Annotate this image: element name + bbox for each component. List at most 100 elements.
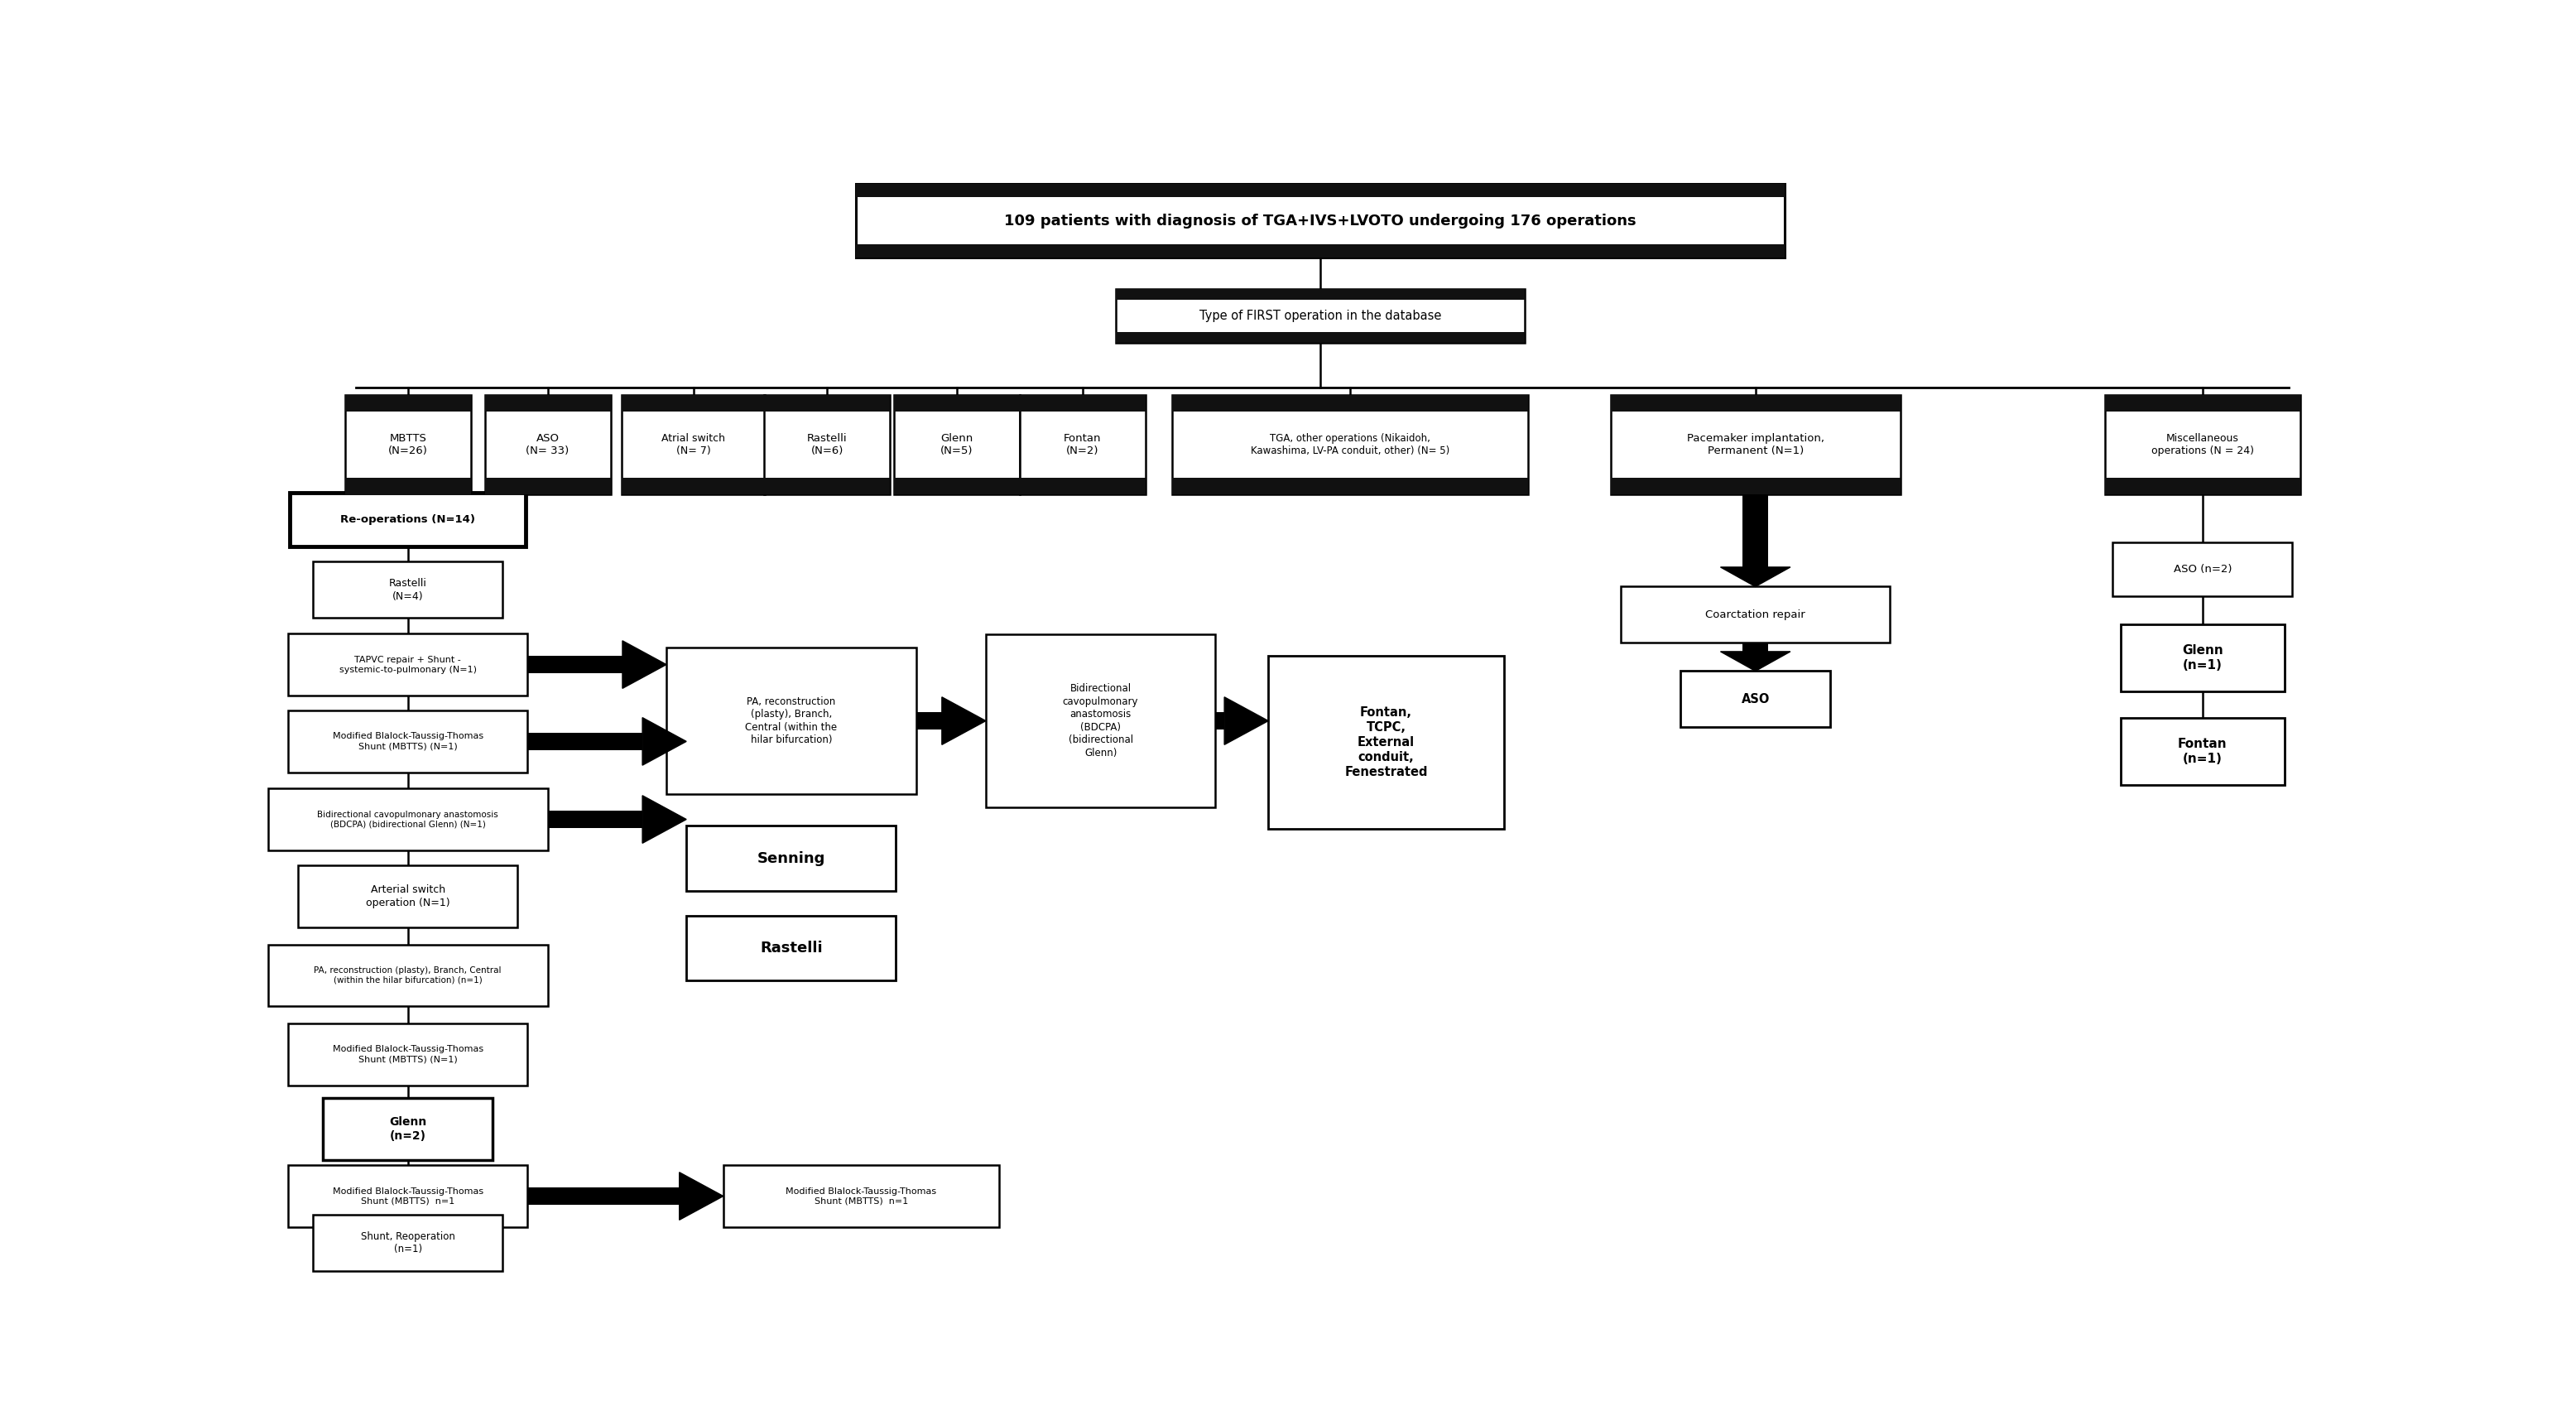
FancyBboxPatch shape [1620, 586, 1891, 643]
FancyBboxPatch shape [894, 395, 1020, 412]
FancyBboxPatch shape [528, 655, 623, 673]
Text: Senning: Senning [757, 851, 824, 866]
FancyBboxPatch shape [1610, 478, 1901, 495]
FancyBboxPatch shape [765, 395, 889, 495]
Text: Bidirectional
cavopulmonary
anastomosis
(BDCPA)
(bidirectional
Glenn): Bidirectional cavopulmonary anastomosis … [1064, 683, 1139, 758]
Text: Glenn
(n=2): Glenn (n=2) [389, 1116, 428, 1142]
FancyBboxPatch shape [621, 395, 765, 412]
Text: Atrial switch
(N= 7): Atrial switch (N= 7) [662, 433, 726, 457]
FancyBboxPatch shape [484, 478, 611, 495]
FancyBboxPatch shape [917, 713, 943, 730]
FancyBboxPatch shape [268, 789, 549, 851]
FancyBboxPatch shape [621, 478, 765, 495]
FancyBboxPatch shape [1680, 671, 1832, 727]
FancyBboxPatch shape [1020, 395, 1146, 412]
FancyBboxPatch shape [528, 1188, 680, 1205]
FancyBboxPatch shape [1216, 713, 1224, 730]
Text: Fontan
(N=2): Fontan (N=2) [1064, 433, 1103, 457]
FancyBboxPatch shape [1741, 643, 1767, 651]
Text: Coarctation repair: Coarctation repair [1705, 609, 1806, 620]
FancyBboxPatch shape [765, 395, 889, 412]
FancyBboxPatch shape [855, 245, 1785, 257]
FancyBboxPatch shape [289, 1024, 528, 1085]
FancyBboxPatch shape [1115, 288, 1525, 299]
Text: 109 patients with diagnosis of TGA+IVS+LVOTO undergoing 176 operations: 109 patients with diagnosis of TGA+IVS+L… [1005, 214, 1636, 228]
Text: Shunt, Reoperation
(n=1): Shunt, Reoperation (n=1) [361, 1230, 456, 1254]
Polygon shape [1224, 697, 1267, 745]
Text: PA, reconstruction (plasty), Branch, Central
(within the hilar bifurcation) (n=1: PA, reconstruction (plasty), Branch, Cen… [314, 966, 502, 984]
Text: Glenn
(N=5): Glenn (N=5) [940, 433, 974, 457]
FancyBboxPatch shape [1172, 395, 1528, 495]
Text: MBTTS
(N=26): MBTTS (N=26) [389, 433, 428, 457]
FancyBboxPatch shape [291, 492, 526, 547]
FancyBboxPatch shape [855, 184, 1785, 257]
FancyBboxPatch shape [268, 945, 549, 1007]
FancyBboxPatch shape [2120, 624, 2285, 692]
Polygon shape [641, 717, 685, 765]
Polygon shape [680, 1173, 724, 1220]
Text: Rastelli
(N=4): Rastelli (N=4) [389, 578, 428, 602]
FancyBboxPatch shape [667, 648, 917, 794]
Text: Modified Blalock-Taussig-Thomas
Shunt (MBTTS)  n=1: Modified Blalock-Taussig-Thomas Shunt (M… [786, 1187, 938, 1205]
Text: ASO
(N= 33): ASO (N= 33) [526, 433, 569, 457]
Text: Modified Blalock-Taussig-Thomas
Shunt (MBTTS)  n=1: Modified Blalock-Taussig-Thomas Shunt (M… [332, 1187, 484, 1205]
Polygon shape [1721, 567, 1790, 586]
FancyBboxPatch shape [528, 733, 641, 749]
FancyBboxPatch shape [2105, 478, 2300, 495]
FancyBboxPatch shape [1020, 395, 1146, 495]
FancyBboxPatch shape [987, 634, 1216, 807]
Text: ASO (n=2): ASO (n=2) [2174, 564, 2231, 575]
FancyBboxPatch shape [1172, 395, 1528, 412]
FancyBboxPatch shape [2112, 543, 2293, 596]
FancyBboxPatch shape [855, 184, 1785, 197]
Text: Re-operations (N=14): Re-operations (N=14) [340, 515, 477, 524]
FancyBboxPatch shape [765, 478, 889, 495]
FancyBboxPatch shape [484, 395, 611, 412]
FancyBboxPatch shape [289, 1166, 528, 1227]
FancyBboxPatch shape [1020, 478, 1146, 495]
Text: Glenn
(n=1): Glenn (n=1) [2182, 644, 2223, 672]
FancyBboxPatch shape [724, 1166, 999, 1227]
FancyBboxPatch shape [484, 395, 611, 495]
FancyBboxPatch shape [289, 634, 528, 696]
FancyBboxPatch shape [299, 865, 518, 927]
FancyBboxPatch shape [685, 915, 896, 981]
FancyBboxPatch shape [1610, 395, 1901, 412]
FancyBboxPatch shape [894, 478, 1020, 495]
FancyBboxPatch shape [549, 811, 641, 828]
FancyBboxPatch shape [894, 395, 1020, 495]
FancyBboxPatch shape [685, 825, 896, 891]
Text: Arterial switch
operation (N=1): Arterial switch operation (N=1) [366, 884, 451, 908]
Text: Rastelli
(N=6): Rastelli (N=6) [806, 433, 848, 457]
FancyBboxPatch shape [345, 395, 471, 412]
FancyBboxPatch shape [1741, 495, 1767, 567]
FancyBboxPatch shape [1610, 395, 1901, 495]
Text: Fontan
(n=1): Fontan (n=1) [2177, 738, 2228, 765]
Text: Pacemaker implantation,
Permanent (N=1): Pacemaker implantation, Permanent (N=1) [1687, 433, 1824, 457]
Text: Modified Blalock-Taussig-Thomas
Shunt (MBTTS) (N=1): Modified Blalock-Taussig-Thomas Shunt (M… [332, 733, 484, 751]
FancyBboxPatch shape [2105, 395, 2300, 495]
Text: ASO: ASO [1741, 693, 1770, 706]
Text: Rastelli: Rastelli [760, 941, 822, 956]
Polygon shape [641, 796, 685, 844]
FancyBboxPatch shape [2105, 395, 2300, 412]
Polygon shape [943, 697, 987, 745]
Polygon shape [623, 641, 667, 689]
FancyBboxPatch shape [314, 562, 502, 619]
Polygon shape [1721, 651, 1790, 671]
Text: Fontan,
TCPC,
External
conduit,
Fenestrated: Fontan, TCPC, External conduit, Fenestra… [1345, 706, 1427, 779]
Text: PA, reconstruction
(plasty), Branch,
Central (within the
hilar bifurcation): PA, reconstruction (plasty), Branch, Cen… [744, 696, 837, 745]
Text: TGA, other operations (Nikaidoh,
Kawashima, LV-PA conduit, other) (N= 5): TGA, other operations (Nikaidoh, Kawashi… [1252, 433, 1450, 457]
Text: Type of FIRST operation in the database: Type of FIRST operation in the database [1200, 309, 1440, 322]
FancyBboxPatch shape [1172, 478, 1528, 495]
FancyBboxPatch shape [345, 478, 471, 495]
FancyBboxPatch shape [621, 395, 765, 495]
FancyBboxPatch shape [289, 710, 528, 772]
FancyBboxPatch shape [1267, 657, 1504, 830]
Text: Miscellaneous
operations (N = 24): Miscellaneous operations (N = 24) [2151, 433, 2254, 457]
Text: TAPVC repair + Shunt -
systemic-to-pulmonary (N=1): TAPVC repair + Shunt - systemic-to-pulmo… [340, 655, 477, 673]
FancyBboxPatch shape [314, 1215, 502, 1271]
FancyBboxPatch shape [345, 395, 471, 495]
Text: Modified Blalock-Taussig-Thomas
Shunt (MBTTS) (N=1): Modified Blalock-Taussig-Thomas Shunt (M… [332, 1045, 484, 1063]
FancyBboxPatch shape [2120, 717, 2285, 785]
